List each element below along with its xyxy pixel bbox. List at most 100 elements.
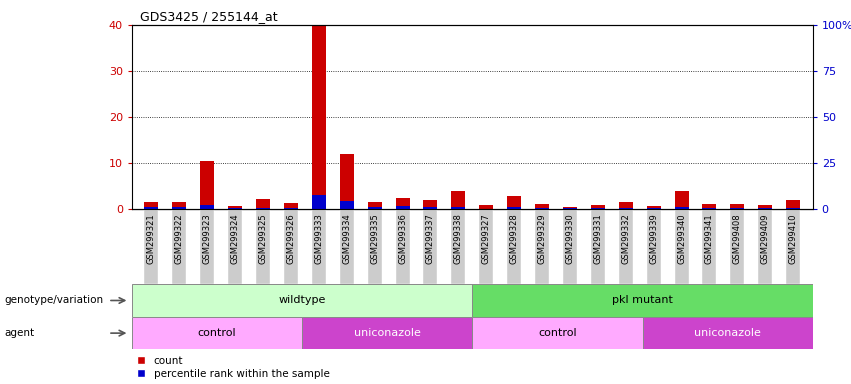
Text: genotype/variation: genotype/variation (4, 295, 103, 306)
Bar (173, 209, 186, 284)
Bar (702, 208, 717, 209)
Bar (368, 209, 381, 284)
Bar (396, 198, 409, 209)
Bar (368, 207, 381, 209)
Text: GSM299339: GSM299339 (649, 213, 658, 264)
Bar (472, 317, 643, 349)
Bar (535, 209, 549, 284)
Bar (619, 202, 633, 209)
Bar (256, 209, 270, 284)
Bar (647, 205, 660, 209)
Bar (396, 209, 409, 284)
Bar (284, 203, 298, 209)
Text: GSM299324: GSM299324 (231, 213, 240, 264)
Bar (786, 209, 800, 284)
Text: GSM299338: GSM299338 (454, 213, 463, 264)
Bar (340, 209, 354, 284)
Bar (311, 209, 326, 284)
Bar (284, 208, 298, 209)
Text: GSM299326: GSM299326 (287, 213, 295, 264)
Text: GSM299337: GSM299337 (426, 213, 435, 264)
Text: wildtype: wildtype (278, 295, 326, 306)
Text: GSM299329: GSM299329 (538, 213, 546, 264)
Bar (507, 196, 521, 209)
Bar (507, 207, 521, 209)
Legend: count, percentile rank within the sample: count, percentile rank within the sample (137, 356, 329, 379)
Bar (368, 202, 381, 209)
Bar (451, 207, 465, 209)
Bar (200, 209, 214, 284)
Bar (173, 202, 186, 209)
Text: uniconazole: uniconazole (694, 328, 761, 338)
Bar (647, 209, 660, 284)
Text: GSM299332: GSM299332 (621, 213, 631, 264)
Bar (340, 201, 354, 209)
Bar (132, 317, 302, 349)
Bar (675, 191, 688, 209)
Bar (702, 209, 717, 284)
Text: GSM299321: GSM299321 (147, 213, 156, 264)
Bar (228, 205, 243, 209)
Text: GSM299333: GSM299333 (314, 213, 323, 264)
Bar (619, 208, 633, 209)
Bar (675, 209, 688, 284)
Text: GSM299328: GSM299328 (510, 213, 518, 264)
Text: GSM299323: GSM299323 (203, 213, 212, 264)
Bar (424, 207, 437, 209)
Bar (451, 191, 465, 209)
Text: uniconazole: uniconazole (354, 328, 420, 338)
Text: GSM299408: GSM299408 (733, 213, 742, 264)
Bar (472, 284, 813, 317)
Bar (675, 207, 688, 209)
Bar (786, 208, 800, 209)
Bar (340, 154, 354, 209)
Text: GSM299336: GSM299336 (398, 213, 407, 264)
Bar (396, 205, 409, 209)
Bar (424, 200, 437, 209)
Text: GSM299322: GSM299322 (174, 213, 184, 264)
Bar (200, 161, 214, 209)
Bar (786, 200, 800, 209)
Bar (145, 209, 158, 284)
Text: GSM299340: GSM299340 (677, 213, 686, 264)
Text: GSM299341: GSM299341 (705, 213, 714, 264)
Bar (730, 204, 745, 209)
Bar (758, 205, 772, 209)
Text: control: control (197, 328, 237, 338)
Bar (479, 205, 494, 209)
Bar (591, 209, 605, 284)
Bar (535, 208, 549, 209)
Bar (200, 205, 214, 209)
Bar (507, 209, 521, 284)
Text: agent: agent (4, 328, 34, 338)
Bar (284, 209, 298, 284)
Bar (563, 209, 577, 284)
Bar (702, 204, 717, 209)
Bar (730, 209, 745, 284)
Bar (424, 209, 437, 284)
Bar (535, 204, 549, 209)
Bar (256, 199, 270, 209)
Text: GSM299327: GSM299327 (482, 213, 491, 264)
Text: GSM299334: GSM299334 (342, 213, 351, 264)
Text: GSM299331: GSM299331 (593, 213, 603, 264)
Bar (228, 209, 243, 284)
Bar (591, 205, 605, 209)
Bar (311, 25, 326, 209)
Bar (479, 209, 494, 284)
Text: GSM299325: GSM299325 (259, 213, 267, 264)
Bar (619, 209, 633, 284)
Bar (145, 207, 158, 209)
Bar (256, 208, 270, 209)
Bar (302, 317, 472, 349)
Bar (145, 202, 158, 209)
Bar (132, 284, 472, 317)
Text: GSM299409: GSM299409 (761, 213, 770, 263)
Text: GSM299330: GSM299330 (565, 213, 574, 264)
Text: pkl mutant: pkl mutant (612, 295, 673, 306)
Text: GDS3425 / 255144_at: GDS3425 / 255144_at (140, 10, 278, 23)
Text: control: control (538, 328, 577, 338)
Bar (643, 317, 813, 349)
Bar (758, 209, 772, 284)
Bar (311, 195, 326, 209)
